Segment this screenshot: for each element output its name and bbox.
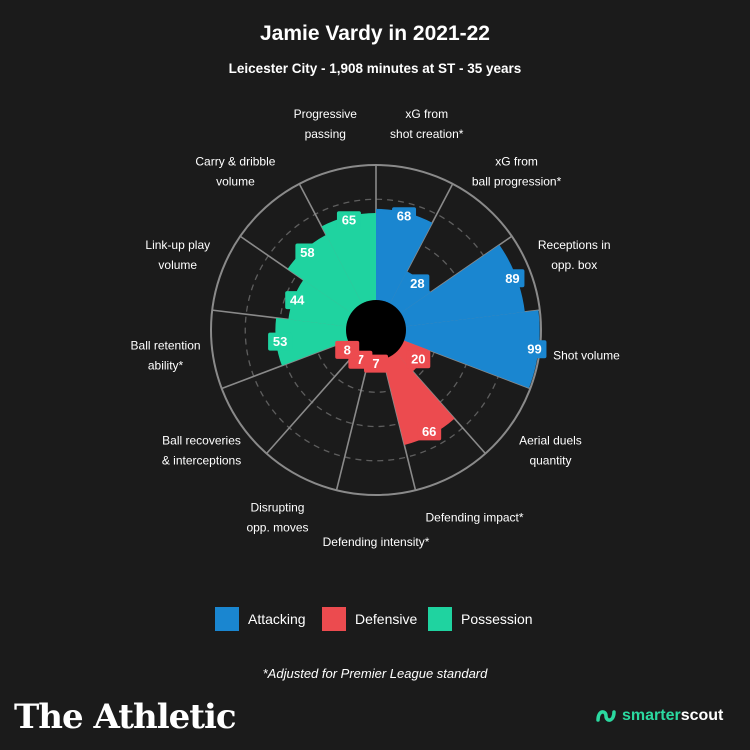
legend-label-attacking: Attacking (248, 611, 306, 627)
value-label-5: 20 (411, 352, 425, 367)
value-badge-12 (295, 243, 320, 262)
value-badge-2 (405, 274, 430, 293)
category-label-3: Receptions in opp. box (538, 238, 611, 272)
smarterscout-logo: smarter scout (594, 706, 723, 726)
value-label-7: 7 (372, 356, 379, 371)
value-label-12: 58 (300, 245, 314, 260)
value-label-6: 66 (422, 424, 436, 439)
value-badge-1 (392, 207, 417, 226)
category-label-9: Ball recoveries & interceptions (162, 433, 241, 467)
legend-swatch-defensive (322, 607, 346, 631)
legend-item-possession: Possession (428, 606, 533, 632)
bar-4 (402, 310, 540, 389)
value-label-3: 89 (505, 271, 519, 286)
legend-item-attacking: Attacking (215, 606, 306, 632)
bar-1 (376, 208, 433, 306)
smarterscout-logo-icon (596, 710, 616, 722)
category-label-5: Aerial duels quantity (519, 433, 582, 467)
category-label-8: Disrupting opp. moves (246, 501, 308, 535)
value-badge-3 (500, 269, 525, 288)
category-label-7: Defending intensity* (323, 535, 430, 549)
grid-spoke (265, 350, 359, 455)
chart-title: Jamie Vardy in 2021-22 (260, 22, 490, 45)
legend-label-possession: Possession (461, 611, 533, 627)
category-label-2: xG from ball progression* (472, 154, 562, 188)
bar-6 (382, 350, 455, 445)
value-badge-5 (406, 350, 431, 369)
value-label-8: 7 (357, 352, 364, 367)
smarterscout-logo-text-a: smarter (622, 707, 681, 724)
bar-10 (275, 317, 350, 366)
category-label-4: Shot volume (553, 349, 620, 363)
legend-swatch-possession (428, 607, 452, 631)
value-badge-9 (335, 340, 360, 359)
category-label-11: Link-up play volume (145, 238, 210, 272)
value-badge-10 (268, 332, 293, 351)
bar-13 (321, 212, 376, 306)
value-badge-11 (285, 291, 310, 310)
legend-item-defensive: Defensive (322, 606, 417, 632)
value-label-11: 44 (290, 293, 305, 308)
center-hole (346, 300, 406, 360)
chart-subtitle: Leicester City - 1,908 minutes at ST - 3… (228, 61, 522, 76)
grid-spoke (335, 356, 371, 491)
value-badge-4 (522, 340, 547, 359)
category-label-12: Carry & dribble volume (195, 154, 275, 188)
legend-label-defensive: Defensive (355, 611, 418, 627)
legend-swatch-attacking (215, 607, 239, 631)
category-label-6: Defending impact* (425, 511, 523, 525)
value-label-13: 65 (342, 213, 356, 228)
value-label-1: 68 (397, 209, 411, 224)
value-badge-6 (417, 422, 442, 441)
footnote: *Adjusted for Premier League standard (262, 666, 488, 681)
value-label-9: 8 (344, 342, 351, 357)
the-athletic-logo: The Athletic (14, 697, 237, 737)
category-label-13: Progressive passing (294, 107, 358, 141)
value-badge-13 (336, 211, 361, 230)
category-label-10: Ball retention ability* (131, 339, 201, 373)
smarterscout-logo-text-b: scout (680, 707, 724, 724)
category-label-1: xG from shot creation* (390, 107, 464, 141)
value-label-4: 99 (527, 342, 541, 357)
bar-3 (399, 244, 525, 327)
value-label-2: 28 (410, 276, 424, 291)
value-label-10: 53 (273, 334, 287, 349)
